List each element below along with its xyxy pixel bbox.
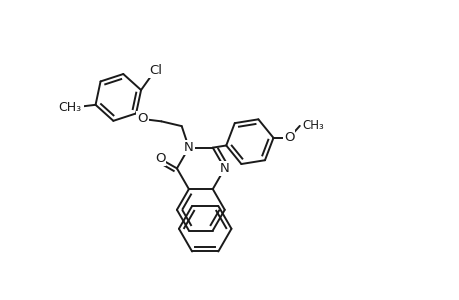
Text: Cl: Cl <box>149 64 162 77</box>
Text: O: O <box>137 112 147 125</box>
Text: CH₃: CH₃ <box>302 119 324 132</box>
Text: O: O <box>283 131 294 144</box>
Text: CH₃: CH₃ <box>58 101 81 114</box>
Text: N: N <box>219 162 229 175</box>
Text: O: O <box>155 152 165 165</box>
Text: N: N <box>184 141 193 154</box>
